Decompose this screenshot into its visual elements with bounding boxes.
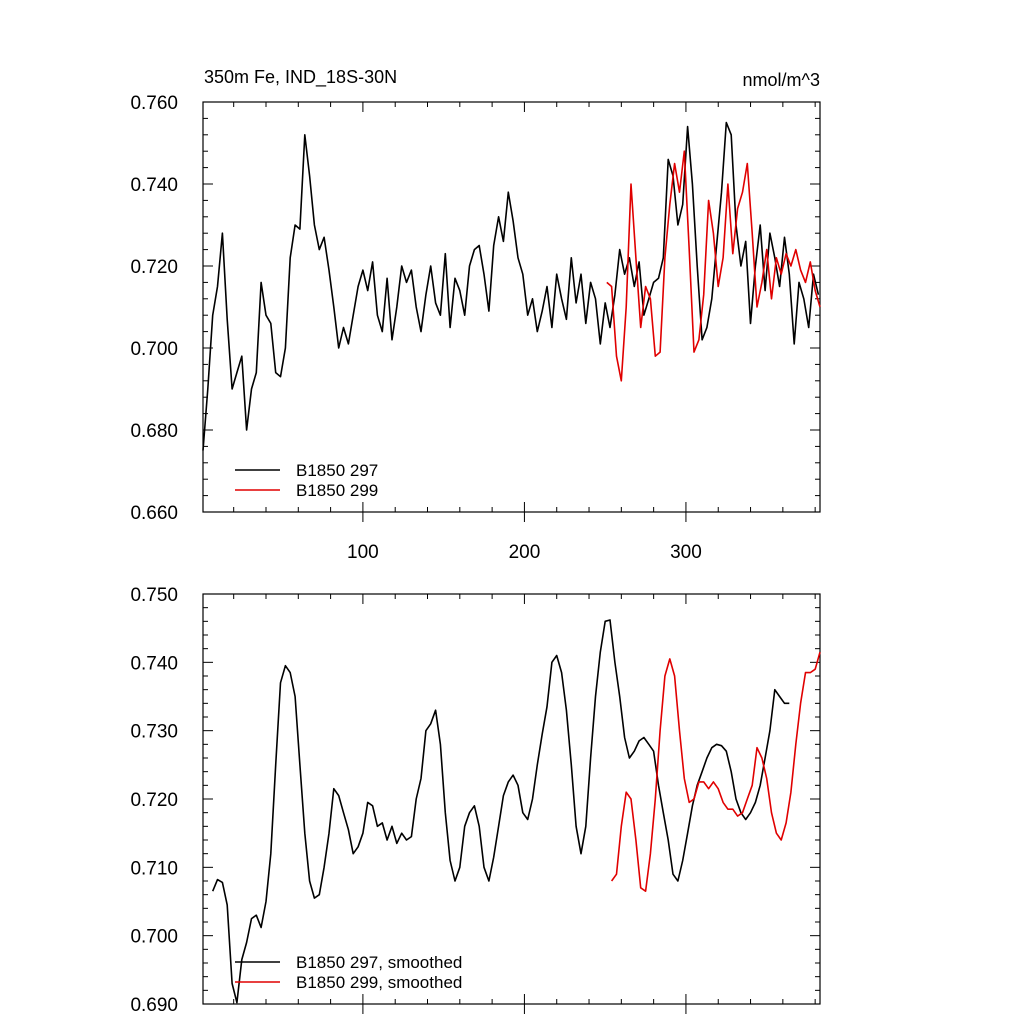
bottom-plot-frame xyxy=(202,593,821,1005)
top-panel-title: 350m Fe, IND_18S-30N xyxy=(204,67,397,88)
series-line-b1850-297 xyxy=(202,121,820,451)
y-tick-label: 0.710 xyxy=(130,858,178,879)
top-x-axis: 100 200 300 xyxy=(233,102,816,563)
legend-label-b1850-297-smoothed: B1850 297, smoothed xyxy=(296,953,462,972)
y-tick-label: 0.720 xyxy=(130,257,178,278)
y-tick-label: 0.700 xyxy=(130,927,178,948)
top-legend: B1850 297 B1850 299 xyxy=(235,461,378,500)
top-panel-units: nmol/m^3 xyxy=(743,70,820,90)
x-tick-label: 100 xyxy=(347,542,379,563)
y-tick-label: 0.760 xyxy=(130,93,178,114)
series-line-b1850-299 xyxy=(606,150,821,382)
top-series-group xyxy=(202,121,821,451)
top-plot-frame xyxy=(202,101,821,513)
y-tick-label: 0.720 xyxy=(130,790,178,811)
bottom-y-axis: 0.690 0.700 0.710 0.720 0.730 0.740 0.750 xyxy=(130,585,820,1016)
y-tick-label: 0.750 xyxy=(130,585,178,606)
y-tick-label: 0.730 xyxy=(130,722,178,743)
y-tick-label: 0.740 xyxy=(130,175,178,196)
x-tick-label: 300 xyxy=(670,542,702,563)
series-line-b1850-297-smoothed xyxy=(211,619,790,1004)
series-line-b1850-299-smoothed xyxy=(610,651,821,893)
bottom-legend: B1850 297, smoothed B1850 299, smoothed xyxy=(235,953,462,992)
y-tick-label: 0.680 xyxy=(130,421,178,442)
bottom-series-group xyxy=(211,619,821,1004)
legend-label-b1850-299: B1850 299 xyxy=(296,481,378,500)
y-tick-label: 0.740 xyxy=(130,653,178,674)
y-tick-label: 0.700 xyxy=(130,339,178,360)
x-tick-label: 200 xyxy=(509,542,541,563)
bottom-x-axis xyxy=(233,594,816,1014)
bottom-panel: 0.690 0.700 0.710 0.720 0.730 0.740 0.750 B185… xyxy=(130,585,821,1016)
y-tick-label: 0.690 xyxy=(130,995,178,1016)
top-y-axis: 0.660 0.680 0.700 0.720 0.740 0.760 xyxy=(130,93,820,524)
legend-label-b1850-297: B1850 297 xyxy=(296,461,378,480)
legend-label-b1850-299-smoothed: B1850 299, smoothed xyxy=(296,973,462,992)
top-panel: 350m Fe, IND_18S-30N nmol/m^3 0.660 0.680… xyxy=(130,67,821,563)
y-tick-label: 0.660 xyxy=(130,503,178,524)
